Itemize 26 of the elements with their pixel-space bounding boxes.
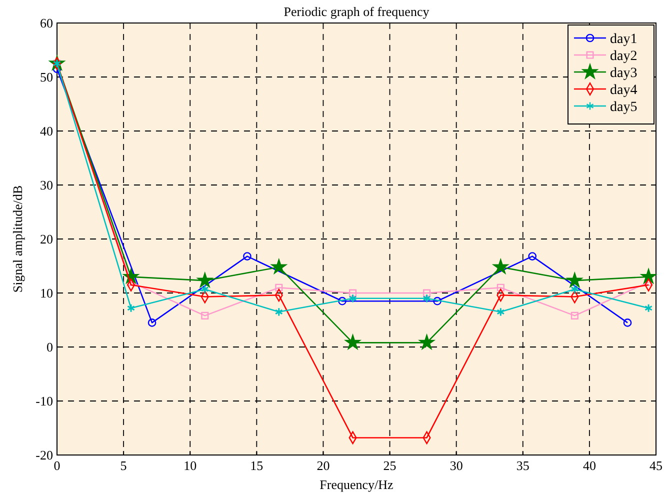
x-tick-label: 15 [250, 458, 264, 473]
y-axis-title: Signal amplitude/dB [10, 185, 25, 293]
y-tick-label: 0 [46, 340, 53, 354]
x-axis-title: Frequency/Hz [320, 477, 394, 492]
y-tick-label: 60 [40, 16, 53, 30]
legend-label: day2 [610, 49, 638, 64]
x-tick-label: 30 [450, 458, 463, 473]
x-tick-label: 40 [582, 458, 596, 473]
y-tick-label: 30 [40, 178, 53, 192]
legend-label: day5 [610, 100, 638, 115]
y-tick-label: 50 [40, 70, 53, 84]
y-tick-label: -20 [36, 448, 53, 462]
y-tick-label: -10 [36, 394, 53, 408]
x-tick-label: 20 [316, 458, 330, 473]
legend-label: day4 [610, 83, 638, 98]
x-tick-label: 5 [120, 458, 127, 473]
legend-label: day3 [610, 66, 638, 81]
y-tick-label: 20 [40, 232, 53, 246]
legend-label: day1 [610, 32, 638, 47]
x-tick-label: 25 [383, 458, 396, 473]
x-tick-label: 10 [184, 458, 197, 473]
x-tick-label: 45 [650, 458, 662, 473]
y-tick-label: 10 [40, 286, 53, 300]
x-tick-label: 35 [516, 458, 530, 473]
chart-title: Periodic graph of frequency [284, 4, 430, 19]
y-tick-label: 40 [40, 124, 53, 138]
